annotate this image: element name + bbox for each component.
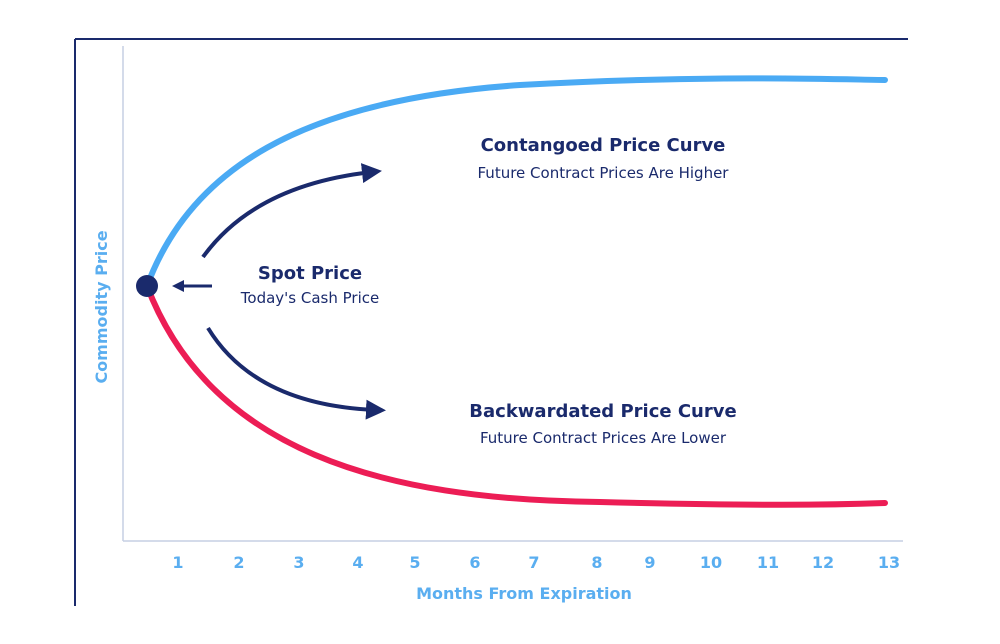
backwardation-title: Backwardated Price Curve bbox=[469, 401, 736, 422]
x-tick-label: 8 bbox=[591, 553, 602, 572]
x-tick-label: 6 bbox=[469, 553, 480, 572]
x-tick-label: 7 bbox=[528, 553, 539, 572]
x-tick-label: 4 bbox=[352, 553, 363, 572]
y-axis-title: Commodity Price bbox=[92, 230, 111, 383]
x-tick-label: 5 bbox=[409, 553, 420, 572]
x-tick-label: 9 bbox=[644, 553, 655, 572]
spot-price-title: Spot Price bbox=[258, 263, 362, 284]
x-tick-label: 12 bbox=[812, 553, 834, 572]
contango-title: Contangoed Price Curve bbox=[481, 135, 726, 156]
curved-arrow-down-icon bbox=[206, 326, 386, 420]
contango-subtitle: Future Contract Prices Are Higher bbox=[478, 164, 730, 182]
curved-arrow-up-icon bbox=[201, 163, 382, 259]
x-tick-label: 10 bbox=[700, 553, 722, 572]
x-tick-label: 2 bbox=[233, 553, 244, 572]
contango-curve bbox=[144, 75, 888, 289]
spot-price-subtitle: Today's Cash Price bbox=[240, 289, 379, 307]
x-axis-title: Months From Expiration bbox=[416, 584, 632, 603]
x-tick-labels: 1 2 3 4 5 6 7 8 9 10 11 12 13 bbox=[172, 553, 900, 572]
spot-price-point bbox=[136, 275, 158, 297]
x-tick-label: 3 bbox=[293, 553, 304, 572]
backwardation-subtitle: Future Contract Prices Are Lower bbox=[480, 429, 727, 447]
backwardation-curve bbox=[144, 283, 888, 508]
x-tick-label: 11 bbox=[757, 553, 779, 572]
x-tick-label: 13 bbox=[878, 553, 900, 572]
x-tick-label: 1 bbox=[172, 553, 183, 572]
